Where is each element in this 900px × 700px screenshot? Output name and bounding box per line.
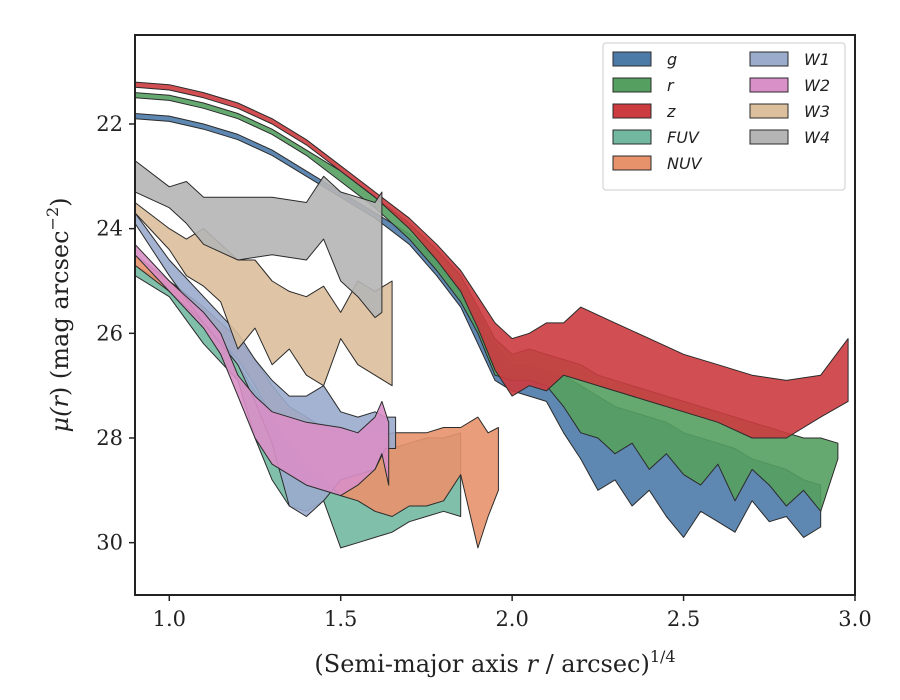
legend-item-g: g — [612, 50, 677, 69]
legend-item-w1: W1 — [749, 50, 830, 69]
y-axis-label-mid: ) (mag arcsec — [46, 230, 74, 396]
ticks-layer: 1.0 1.5 2.0 2.5 3.0 22 24 26 28 30 — [96, 112, 871, 631]
y-axis-label: μ(r) (mag arcsec−2) — [43, 197, 74, 432]
x-axis-label-exponent: 1/4 — [650, 647, 676, 666]
x-tick-label: 2.0 — [495, 607, 528, 631]
y-tick-label: 26 — [96, 321, 123, 345]
series-band-w2 — [135, 243, 390, 497]
legend-label: NUV — [667, 154, 703, 173]
y-tick-label: 24 — [96, 217, 123, 241]
y-tick-label: 28 — [96, 426, 123, 450]
legend-swatch — [749, 103, 789, 119]
legend-swatch — [612, 155, 652, 171]
x-axis-label-prefix: (Semi-major axis — [314, 650, 526, 678]
legend-swatch — [612, 129, 652, 145]
plot-frame — [134, 34, 856, 596]
legend-swatch — [612, 51, 652, 67]
series-band-w4 — [135, 160, 383, 319]
y-tick-label: 30 — [96, 531, 123, 555]
x-tick-label: 2.5 — [667, 607, 700, 631]
series-band-z — [135, 81, 849, 439]
legend-swatch — [749, 51, 789, 67]
legend-item-fuv: FUV — [612, 128, 700, 147]
x-tick-label: 1.5 — [324, 607, 357, 631]
legend-label: z — [666, 102, 676, 121]
legend-label: g — [667, 50, 677, 69]
legend-swatch — [612, 77, 652, 93]
y-tick-label: 22 — [96, 112, 123, 136]
legend-swatch — [749, 129, 789, 145]
legend-swatch — [612, 103, 652, 119]
legend-items: grz FUV NUV W1 W2 W3 W4 — [612, 50, 830, 173]
legend-label: r — [667, 76, 675, 95]
legend-item-z: z — [612, 102, 676, 121]
legend-label: W4 — [804, 128, 830, 147]
y-axis-label-prefix: μ( — [46, 407, 74, 433]
legend-item-w2: W2 — [749, 76, 830, 95]
x-tick-label: 1.0 — [153, 607, 186, 631]
legend-label: W2 — [804, 76, 830, 95]
series-layer — [135, 81, 849, 549]
x-axis-label-variable: r — [526, 650, 539, 678]
x-tick-label: 3.0 — [838, 607, 871, 631]
legend-label: W3 — [804, 102, 830, 121]
y-axis-label-variable: r — [46, 395, 74, 408]
legend-item-r: r — [612, 76, 675, 95]
legend-swatch — [749, 77, 789, 93]
legend: grz FUV NUV W1 W2 W3 W4 — [602, 42, 846, 191]
y-axis-label-exponent: −2 — [43, 207, 62, 231]
x-axis-label: (Semi-major axis r / arcsec)1/4 — [314, 647, 675, 678]
legend-item-w3: W3 — [749, 102, 830, 121]
legend-label: FUV — [667, 128, 700, 147]
x-axis-label-suffix: / arcsec) — [538, 650, 650, 678]
y-axis-label-close: ) — [46, 197, 74, 206]
legend-item-nuv: NUV — [612, 154, 703, 173]
legend-item-w4: W4 — [749, 128, 830, 147]
legend-label: W1 — [804, 50, 830, 69]
